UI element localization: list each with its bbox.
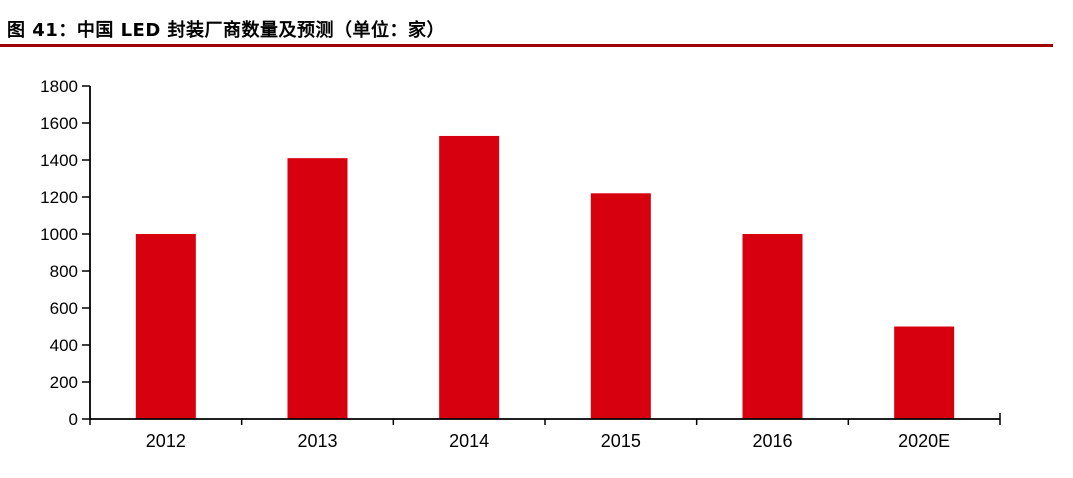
y-axis-tick-label: 1600 <box>40 114 78 133</box>
bar-2015 <box>590 193 651 419</box>
figure-title: 图 41：中国 LED 封装厂商数量及预测（单位：家） <box>7 20 446 41</box>
y-axis-tick-label: 0 <box>69 410 78 429</box>
y-axis-tick-label: 400 <box>50 336 78 355</box>
bar-2016 <box>742 234 803 419</box>
title-underline <box>0 44 1053 47</box>
x-axis-category-label: 2016 <box>752 431 792 451</box>
x-axis-category-label: 2020E <box>898 431 950 451</box>
x-axis-category-label: 2013 <box>297 431 337 451</box>
bar-2012 <box>135 234 196 419</box>
x-axis-category-label: 2012 <box>146 431 186 451</box>
bar-2014 <box>439 135 500 419</box>
y-axis-tick-label: 600 <box>50 299 78 318</box>
y-axis-tick-label: 800 <box>50 262 78 281</box>
y-axis-tick-label: 1400 <box>40 151 78 170</box>
bar-2013 <box>287 158 348 419</box>
bar-2020E <box>894 326 955 419</box>
y-axis-tick-label: 1800 <box>40 77 78 96</box>
x-axis-category-label: 2014 <box>449 431 489 451</box>
y-axis-tick-label: 1200 <box>40 188 78 207</box>
y-axis-tick-label: 200 <box>50 373 78 392</box>
y-axis-tick-label: 1000 <box>40 225 78 244</box>
x-axis-category-label: 2015 <box>601 431 641 451</box>
